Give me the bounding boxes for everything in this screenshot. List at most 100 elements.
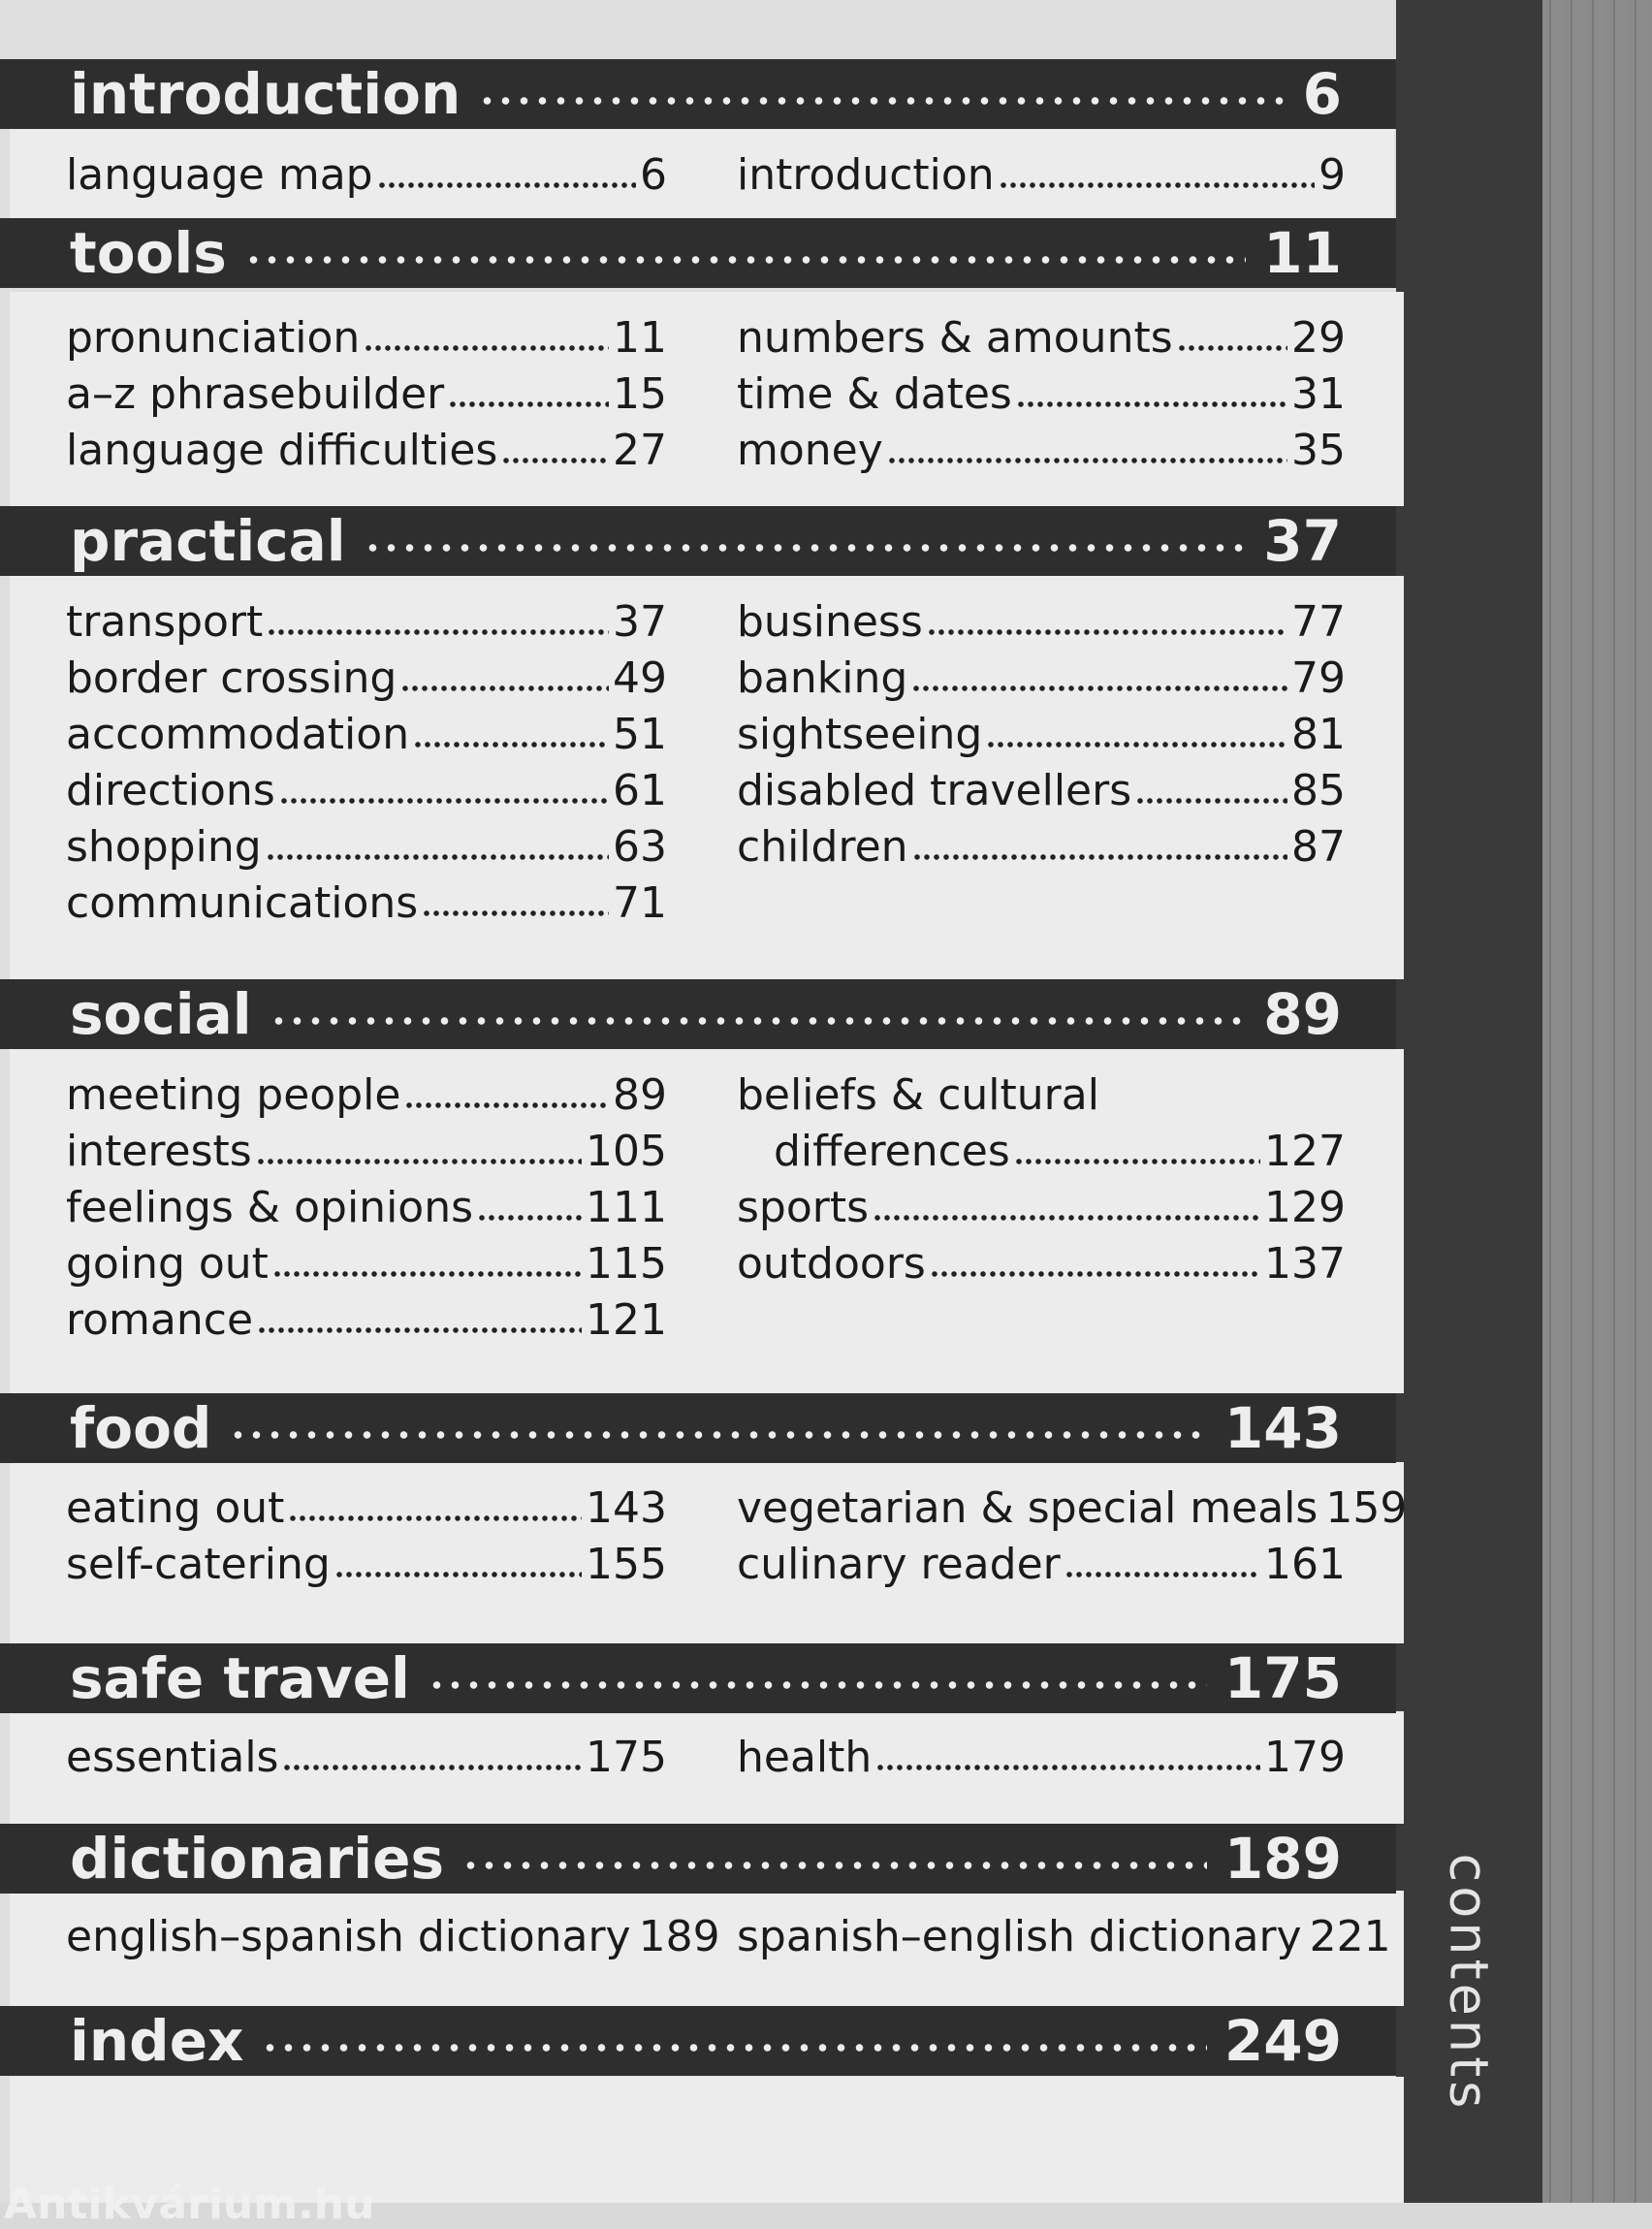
column-left: eating out 143 self-catering 155 bbox=[66, 1483, 667, 1596]
dot-leader bbox=[986, 741, 1287, 748]
dot-leader bbox=[364, 344, 609, 352]
column-left: transport 37 border crossing 49 accommodatio… bbox=[66, 597, 667, 935]
section-page: 249 bbox=[1223, 2008, 1342, 2074]
entry-label: self-catering bbox=[66, 1540, 331, 1589]
entry-page: 137 bbox=[1264, 1239, 1346, 1289]
entry-label: beliefs & cultural bbox=[737, 1070, 1099, 1120]
toc-entry[interactable]: transport 37 bbox=[66, 597, 667, 653]
entry-label: transport bbox=[66, 597, 264, 647]
entry-label: money bbox=[737, 426, 883, 475]
toc-entry[interactable]: shopping 63 bbox=[66, 822, 667, 878]
toc-entry[interactable]: eating out 143 bbox=[66, 1483, 667, 1540]
entry-page: 37 bbox=[613, 597, 667, 647]
toc-entry[interactable]: introduction 9 bbox=[737, 150, 1346, 207]
entry-label: health bbox=[737, 1733, 873, 1782]
toc-entry[interactable]: border crossing 49 bbox=[66, 653, 667, 710]
section-body: language map 6 introduction 9 bbox=[10, 129, 1394, 218]
toc-entry[interactable]: differences 127 bbox=[737, 1127, 1346, 1183]
toc-entry[interactable]: business 77 bbox=[737, 597, 1346, 653]
entry-page: 121 bbox=[586, 1295, 667, 1345]
toc-entry[interactable]: self-catering 155 bbox=[66, 1540, 667, 1596]
toc-entry[interactable]: romance 121 bbox=[66, 1295, 667, 1352]
section-body bbox=[10, 2077, 1404, 2203]
section-header-social[interactable]: social 89 bbox=[0, 979, 1396, 1049]
toc-entry[interactable]: spanish–english dictionary 221 bbox=[737, 1912, 1391, 1968]
toc-entry[interactable]: accommodation 51 bbox=[66, 710, 667, 766]
entry-page: 77 bbox=[1291, 597, 1346, 647]
toc-entry[interactable]: interests 105 bbox=[66, 1127, 667, 1183]
entry-page: 161 bbox=[1264, 1540, 1346, 1589]
toc-entry[interactable]: banking 79 bbox=[737, 653, 1346, 710]
toc-entry[interactable]: vegetarian & special meals 159 bbox=[737, 1483, 1407, 1540]
toc-entry[interactable]: children 87 bbox=[737, 822, 1346, 878]
dot-leader bbox=[448, 400, 609, 408]
toc-entry[interactable]: culinary reader 161 bbox=[737, 1540, 1346, 1596]
dot-leader bbox=[363, 542, 1247, 554]
toc-entry[interactable]: going out 115 bbox=[66, 1239, 667, 1295]
dot-leader bbox=[269, 1015, 1247, 1027]
toc-entry[interactable]: outdoors 137 bbox=[737, 1239, 1346, 1295]
entry-label: outdoors bbox=[737, 1239, 926, 1289]
dot-leader bbox=[478, 95, 1286, 107]
toc-entry[interactable]: numbers & amounts 29 bbox=[737, 313, 1346, 369]
toc-entry[interactable]: language difficulties 27 bbox=[66, 426, 667, 482]
entry-label: communications bbox=[66, 878, 419, 928]
section-header-safe-travel[interactable]: safe travel 175 bbox=[0, 1643, 1396, 1713]
dot-leader bbox=[1135, 797, 1287, 805]
entry-page: 89 bbox=[613, 1070, 667, 1120]
section-page: 37 bbox=[1263, 508, 1342, 574]
section-header-introduction[interactable]: introduction 6 bbox=[0, 59, 1396, 129]
toc-entry[interactable]: health 179 bbox=[737, 1733, 1346, 1789]
entry-page: 9 bbox=[1318, 150, 1346, 200]
entry-page: 51 bbox=[613, 710, 667, 759]
entry-page: 79 bbox=[1291, 653, 1346, 703]
section-header-dictionaries[interactable]: dictionaries 189 bbox=[0, 1824, 1396, 1894]
entry-page: 31 bbox=[1291, 369, 1346, 419]
entry-page: 71 bbox=[613, 878, 667, 928]
column-left: meeting people 89 interests 105 feelings & o… bbox=[66, 1070, 667, 1352]
section-title: dictionaries bbox=[70, 1826, 445, 1892]
entry-label: sightseeing bbox=[737, 710, 983, 759]
column-right: spanish–english dictionary 221 bbox=[737, 1912, 1391, 1968]
dot-leader bbox=[461, 1860, 1207, 1871]
section-header-practical[interactable]: practical 37 bbox=[0, 506, 1396, 576]
entry-label: a–z phrasebuilder bbox=[66, 369, 445, 419]
entry-label: vegetarian & special meals bbox=[737, 1483, 1318, 1533]
column-right: vegetarian & special meals 159 culinary re… bbox=[737, 1483, 1407, 1596]
entry-page: 49 bbox=[613, 653, 667, 703]
toc-entry[interactable]: english–spanish dictionary 189 bbox=[66, 1912, 720, 1968]
toc-entry[interactable]: pronunciation 11 bbox=[66, 313, 667, 369]
dot-leader bbox=[243, 254, 1247, 266]
toc-entry[interactable]: a–z phrasebuilder 15 bbox=[66, 369, 667, 426]
toc-entry[interactable]: feelings & opinions 111 bbox=[66, 1183, 667, 1239]
dot-leader bbox=[229, 1429, 1207, 1441]
entry-label: differences bbox=[774, 1127, 1010, 1176]
toc-entry[interactable]: sports 129 bbox=[737, 1183, 1346, 1239]
toc-entry[interactable]: essentials 175 bbox=[66, 1733, 667, 1789]
entry-label: romance bbox=[66, 1295, 254, 1345]
entry-label: spanish–english dictionary bbox=[737, 1912, 1302, 1961]
dot-leader bbox=[265, 853, 609, 861]
toc-entry[interactable]: money 35 bbox=[737, 426, 1346, 482]
section-body: transport 37 border crossing 49 accommodatio… bbox=[10, 576, 1404, 979]
section-title: practical bbox=[70, 508, 346, 574]
entry-label: english–spanish dictionary bbox=[66, 1912, 631, 1961]
section-title: introduction bbox=[70, 61, 461, 127]
toc-entry[interactable]: directions 61 bbox=[66, 766, 667, 822]
toc-entry[interactable]: sightseeing 81 bbox=[737, 710, 1346, 766]
dot-leader bbox=[288, 1514, 583, 1522]
column-left: pronunciation 11 a–z phrasebuilder 15 langua… bbox=[66, 313, 667, 482]
toc-entry[interactable]: beliefs & cultural bbox=[737, 1070, 1346, 1127]
toc-entry[interactable]: time & dates 31 bbox=[737, 369, 1346, 426]
toc-entry[interactable]: meeting people 89 bbox=[66, 1070, 667, 1127]
entry-page: 85 bbox=[1291, 766, 1346, 815]
toc-entry[interactable]: language map 6 bbox=[66, 150, 667, 207]
entry-label: interests bbox=[66, 1127, 252, 1176]
toc-entry[interactable]: disabled travellers 85 bbox=[737, 766, 1346, 822]
section-header-index[interactable]: index 249 bbox=[0, 2006, 1396, 2076]
section-body: pronunciation 11 a–z phrasebuilder 15 langua… bbox=[10, 292, 1404, 506]
section-header-tools[interactable]: tools 11 bbox=[0, 218, 1396, 288]
dot-leader bbox=[404, 1101, 609, 1109]
section-header-food[interactable]: food 143 bbox=[0, 1393, 1396, 1463]
toc-entry[interactable]: communications 71 bbox=[66, 878, 667, 935]
